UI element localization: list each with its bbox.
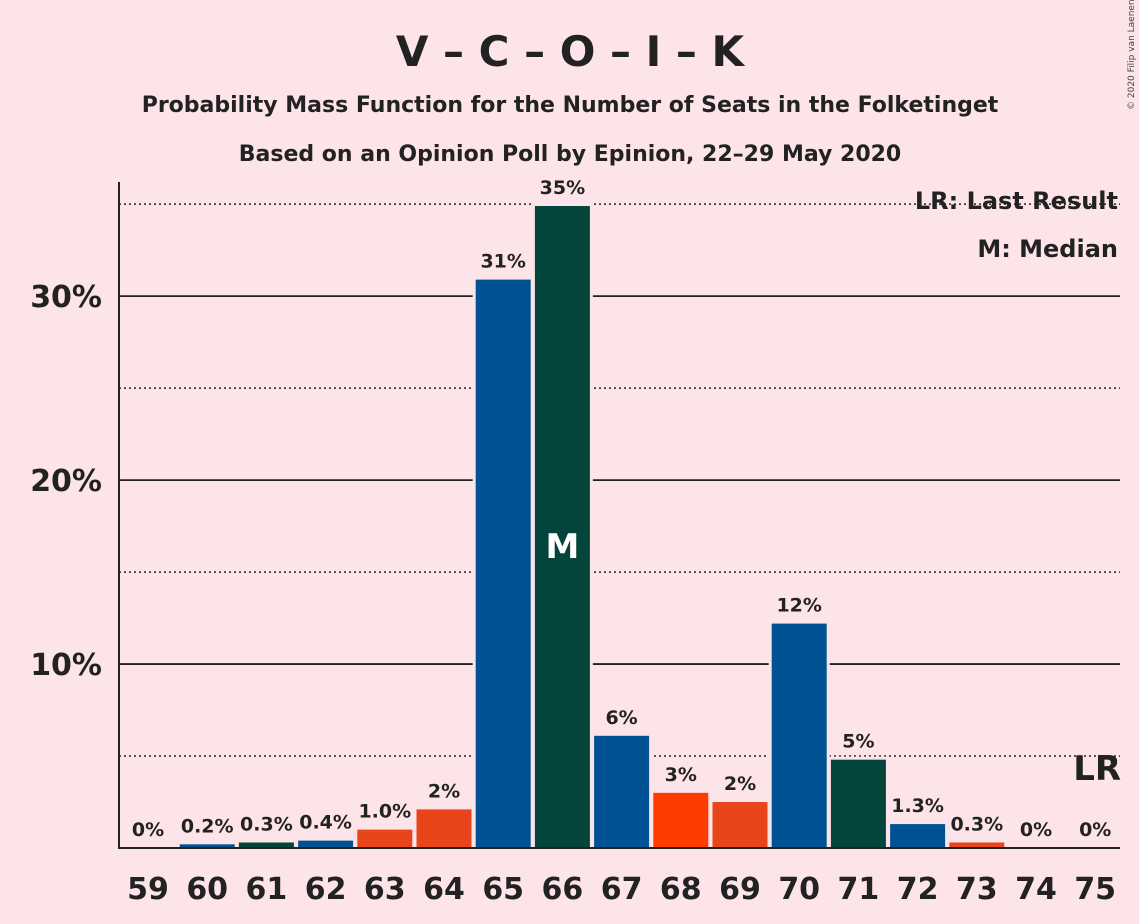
chart-subtitle-2: Based on an Opinion Poll by Epinion, 22–…	[239, 142, 902, 167]
bar-72	[890, 824, 946, 848]
x-tick-label-71: 71	[838, 872, 880, 907]
bar-73	[949, 842, 1005, 848]
x-tick-label-72: 72	[897, 872, 939, 907]
bar-62	[298, 840, 354, 848]
y-tick-label-30: 30%	[30, 280, 102, 315]
bar-value-label-74: 0%	[1020, 819, 1052, 841]
bar-value-label-62: 0.4%	[299, 812, 352, 834]
bar-value-label-60: 0.2%	[181, 815, 234, 837]
chart-subtitle-1: Probability Mass Function for the Number…	[142, 93, 999, 118]
bar-64	[416, 809, 472, 848]
bar-value-label-66: 35%	[540, 177, 585, 199]
bar-value-label-73: 0.3%	[950, 813, 1003, 835]
bar-value-label-59: 0%	[132, 819, 164, 841]
x-tick-label-68: 68	[660, 872, 702, 907]
bar-61	[238, 842, 294, 848]
bar-value-label-69: 2%	[724, 773, 756, 795]
bar-60	[179, 844, 235, 848]
x-tick-label-73: 73	[956, 872, 998, 907]
last-result-marker: LR	[1073, 749, 1121, 789]
x-tick-label-64: 64	[423, 872, 465, 907]
bar-value-label-67: 6%	[605, 707, 637, 729]
legend-median: M: Median	[977, 235, 1118, 263]
bar-value-label-64: 2%	[428, 780, 460, 802]
bar-70	[771, 623, 827, 848]
bar-66	[534, 206, 590, 848]
bar-63	[357, 829, 413, 848]
bar-65	[475, 279, 531, 848]
bar-69	[712, 802, 768, 848]
x-tick-labels: 59 60 61 62 63 64 65 66 67 68 69 70 71 72 73 74 75	[127, 872, 1116, 907]
bar-value-label-61: 0.3%	[240, 813, 293, 835]
bar-value-label-68: 3%	[665, 764, 697, 786]
bar-value-label-72: 1.3%	[891, 795, 944, 817]
bar-value-label-70: 12%	[776, 595, 821, 617]
gridlines	[119, 203, 1120, 757]
bar-value-label-63: 1.0%	[358, 801, 411, 823]
median-marker: M	[545, 527, 579, 567]
bar-67	[594, 735, 650, 848]
x-tick-label-62: 62	[305, 872, 347, 907]
x-tick-label-60: 60	[186, 872, 228, 907]
bar-value-label-75: 0%	[1079, 819, 1111, 841]
y-tick-label-20: 20%	[30, 464, 102, 499]
x-tick-label-70: 70	[778, 872, 820, 907]
bar-68	[653, 792, 709, 848]
x-tick-label-75: 75	[1074, 872, 1116, 907]
x-tick-label-69: 69	[719, 872, 761, 907]
legend-last-result: LR: Last Result	[915, 187, 1118, 215]
x-tick-label-67: 67	[601, 872, 643, 907]
x-tick-label-65: 65	[482, 872, 524, 907]
x-tick-label-74: 74	[1015, 872, 1057, 907]
x-tick-label-59: 59	[127, 872, 169, 907]
bar-labels: 0% 0.2% 0.3% 0.4% 1.0% 2% 31% 35% M 6% 3% 2% 12% 5% 1.…	[132, 177, 1121, 841]
y-tick-label-10: 10%	[30, 648, 102, 683]
bar-71	[830, 759, 886, 848]
copyright: © 2020 Filip van Laenen	[1127, 0, 1137, 110]
chart-title: V – C – O – I – K	[396, 27, 746, 76]
bar-value-label-71: 5%	[842, 731, 874, 753]
x-tick-label-61: 61	[246, 872, 288, 907]
x-tick-label-66: 66	[542, 872, 584, 907]
bar-value-label-65: 31%	[480, 251, 525, 273]
x-tick-label-63: 63	[364, 872, 406, 907]
bars	[176, 203, 1008, 848]
y-tick-labels: 10% 20% 30%	[30, 280, 102, 683]
